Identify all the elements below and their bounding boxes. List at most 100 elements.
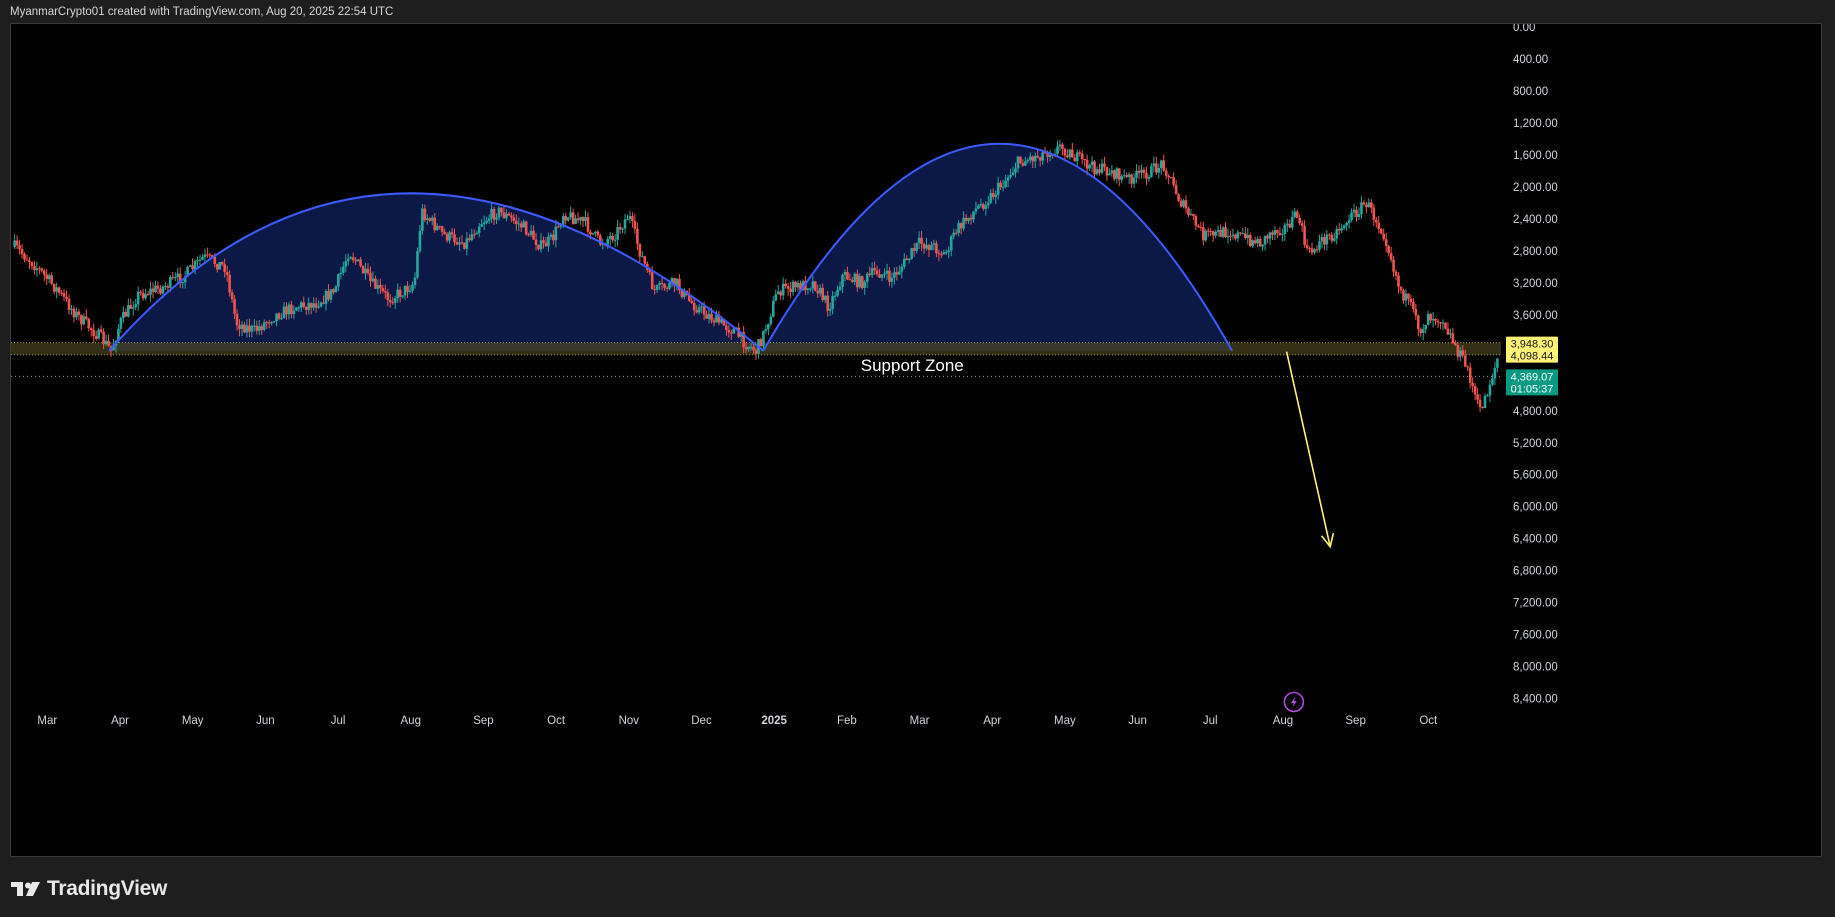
candle-body [643, 256, 647, 264]
candle-body [715, 314, 718, 323]
x-axis[interactable]: Mar Apr May Jun Jul Aug Sep Oct Nov Dec 2025 Feb Mar… [37, 715, 1438, 727]
candle-body [863, 281, 867, 288]
candle-body [900, 266, 904, 272]
candle-body [1414, 308, 1418, 316]
candle-body [964, 217, 968, 221]
candle-body [789, 288, 792, 293]
candle-body [107, 340, 110, 346]
candle-body [146, 294, 150, 296]
candle-body [238, 325, 241, 330]
candle-body [1075, 152, 1079, 162]
candle-body [1103, 163, 1106, 167]
candle-body [616, 226, 619, 240]
candle-body [413, 277, 417, 286]
candle-body [47, 275, 51, 279]
zone-price-tag-text: 4,098.44 [1511, 351, 1554, 363]
candle-body [1365, 204, 1368, 208]
candle-body [1248, 234, 1252, 247]
candle-body [257, 326, 261, 331]
y-tick-label: 6,000.00 [1513, 502, 1558, 514]
candle-body [1278, 233, 1282, 235]
y-axis[interactable]: 0.00 400.00 800.00 1,200.00 1,600.00 2,000.00… [1513, 24, 1558, 706]
candle-body [186, 266, 189, 277]
candle-body [1026, 159, 1030, 162]
candle-body [742, 332, 745, 348]
candle-body [1271, 232, 1274, 235]
candle-body [648, 269, 652, 273]
candle-body [1478, 399, 1482, 407]
candle-body [1305, 244, 1309, 248]
candle-body [816, 290, 820, 294]
candle-body [1298, 217, 1301, 224]
candle-body [104, 340, 108, 345]
candle-body [799, 283, 802, 291]
candle-body [1367, 202, 1371, 208]
candle-body [722, 319, 726, 326]
candle-body [865, 273, 869, 282]
candle-body [532, 230, 535, 240]
candle-body [1221, 227, 1225, 237]
candle-body [433, 217, 437, 231]
candle-body [490, 209, 493, 219]
candle-body [97, 329, 100, 339]
candle-body [873, 268, 876, 271]
candle-body [398, 289, 402, 297]
candle-body [806, 288, 810, 291]
candle-body [1147, 177, 1151, 179]
candle-body [539, 240, 543, 250]
candle-body [1313, 249, 1316, 253]
candle-body [653, 289, 656, 291]
candle-body [136, 291, 140, 305]
candle-body [1058, 144, 1062, 147]
candle-body [856, 273, 859, 288]
arc-line-1 [108, 192, 764, 352]
candle-body [910, 248, 913, 259]
candle-body [302, 302, 306, 307]
candle-body [304, 306, 308, 310]
candle-body [717, 314, 721, 323]
x-tick-label: Oct [547, 715, 566, 727]
candle-body [586, 217, 590, 232]
candle-body [1458, 350, 1462, 357]
candle-body [1491, 378, 1494, 385]
price-chart[interactable]: Support Zone 0.00 400.00 800.00 1,200.00 1,6… [11, 24, 1822, 857]
candle-body [1473, 386, 1477, 395]
candle-body [33, 266, 36, 271]
candle-body [1424, 325, 1428, 330]
candle-body [307, 303, 311, 310]
candle-body [954, 232, 958, 234]
candle-body [1085, 159, 1089, 169]
candle-body [1187, 208, 1190, 216]
candle-body [925, 244, 928, 249]
candle-body [1439, 322, 1442, 324]
candle-body [169, 277, 172, 288]
candle-body [80, 314, 83, 325]
tradingview-logo[interactable]: TradingView [11, 876, 167, 902]
candle-body [1293, 211, 1297, 218]
candle-body [1340, 228, 1343, 231]
candle-body [702, 306, 706, 315]
candle-body [818, 287, 822, 294]
candle-body [1001, 186, 1005, 188]
chart-frame[interactable]: Support Zone 0.00 400.00 800.00 1,200.00 1,6… [10, 23, 1822, 857]
lightning-icon[interactable] [1283, 691, 1305, 713]
candle-body [396, 289, 399, 299]
lightning-ring [1283, 691, 1305, 713]
y-tick-label: 1,600.00 [1513, 150, 1558, 162]
candle-body [762, 330, 765, 347]
candle-body [65, 296, 68, 299]
candle-body [1125, 175, 1128, 177]
candle-body [1441, 322, 1445, 324]
zone-price-tag-bg [1506, 336, 1558, 363]
candle-body [156, 285, 160, 289]
candle-body [292, 310, 296, 315]
candle-body [1219, 229, 1222, 237]
candle-body [952, 232, 955, 237]
candle-body [1024, 161, 1027, 166]
candle-body [443, 231, 446, 235]
candle-body [747, 346, 750, 350]
candle-body [1009, 175, 1012, 178]
candle-body [843, 272, 847, 275]
current-price-tag-text: 01:05:37 [1511, 383, 1554, 395]
